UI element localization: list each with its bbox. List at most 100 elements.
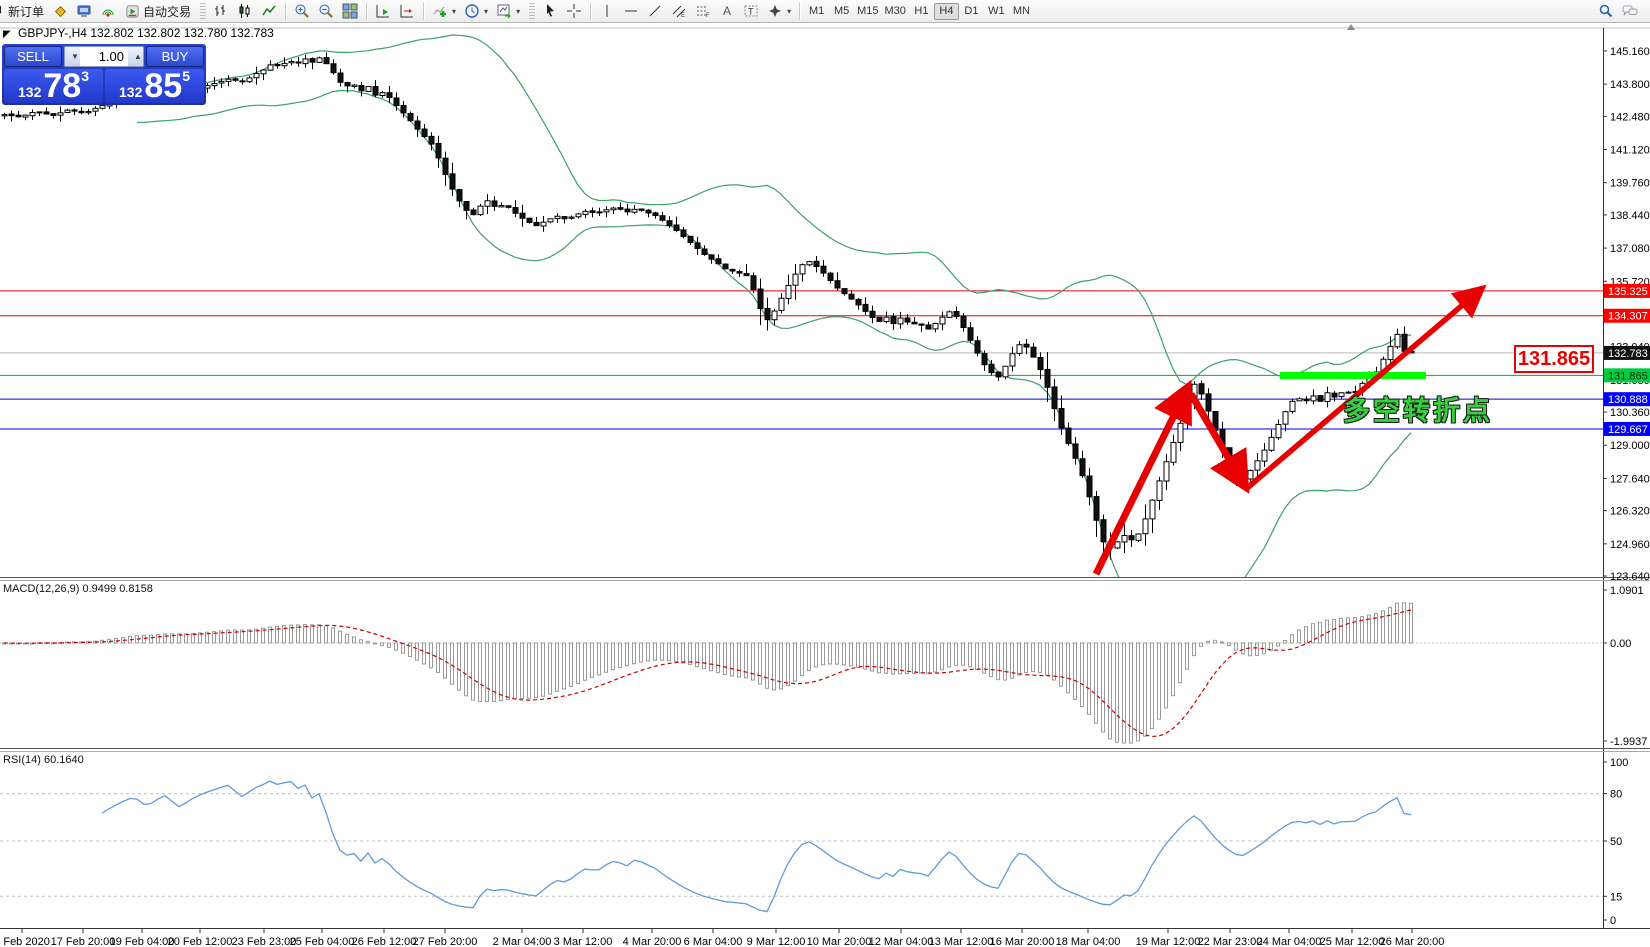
- buy-button[interactable]: BUY: [146, 46, 204, 67]
- svg-text:126.320: 126.320: [1610, 506, 1650, 518]
- chart-line-icon: [261, 3, 277, 19]
- drawing-objects[interactable]: [1092, 284, 1487, 576]
- chart-line-button[interactable]: [257, 2, 281, 20]
- svg-text:F: F: [706, 13, 710, 19]
- channel-icon: E: [671, 3, 687, 19]
- crosshair-button[interactable]: [562, 2, 586, 20]
- ohlc-values: 132.802 132.802 132.780 132.783: [90, 26, 274, 40]
- svg-text:19 Feb 04:00: 19 Feb 04:00: [110, 936, 175, 947]
- metaeditor-button[interactable]: [48, 2, 72, 20]
- periods-icon: [464, 3, 480, 19]
- chart-bars-icon: [213, 3, 229, 19]
- macd-pane: [0, 602, 1603, 744]
- svg-text:9 Mar 12:00: 9 Mar 12:00: [747, 936, 806, 947]
- terminal-button[interactable]: [72, 2, 96, 20]
- tab-d1[interactable]: D1: [959, 3, 984, 20]
- svg-text:131.865: 131.865: [1608, 370, 1648, 382]
- svg-text:127.640: 127.640: [1610, 473, 1650, 485]
- volume-decrement-button[interactable]: ▼: [65, 47, 80, 66]
- channel-button[interactable]: E: [667, 2, 691, 20]
- symbol-timeframe: GBPJPY-,H4: [18, 26, 87, 40]
- trendline-button[interactable]: [643, 2, 667, 20]
- tab-w1[interactable]: W1: [984, 3, 1009, 20]
- volume-increment-button[interactable]: ▲: [128, 47, 143, 66]
- svg-text:4 Feb 2020: 4 Feb 2020: [0, 936, 50, 947]
- autotrading-label: 自动交易: [143, 4, 192, 19]
- svg-text:143.800: 143.800: [1610, 79, 1650, 91]
- svg-text:17 Feb 20:00: 17 Feb 20:00: [51, 936, 116, 947]
- templates-button[interactable]: ▾: [492, 2, 524, 20]
- svg-text:19 Mar 12:00: 19 Mar 12:00: [1136, 936, 1201, 947]
- chevron-down-icon: ▾: [787, 6, 792, 16]
- svg-text:4 Mar 20:00: 4 Mar 20:00: [623, 936, 682, 947]
- chart-bars-button[interactable]: [209, 2, 233, 20]
- svg-text:27 Feb 20:00: 27 Feb 20:00: [413, 936, 478, 947]
- svg-text:0: 0: [1610, 915, 1616, 927]
- volume-input[interactable]: [80, 47, 128, 66]
- terminal-icon: [76, 3, 92, 19]
- text-label-button[interactable]: T: [739, 2, 763, 20]
- search-icon: [1598, 3, 1614, 19]
- chart-shift-icon: [399, 3, 415, 19]
- text-icon: A: [719, 3, 735, 19]
- tab-h1[interactable]: H1: [909, 3, 934, 20]
- svg-text:12 Mar 04:00: 12 Mar 04:00: [869, 936, 934, 947]
- tab-m5[interactable]: M5: [829, 3, 854, 20]
- chart-canvas[interactable]: 145.160 143.800 142.480 141.120 139.760 138.4…: [0, 22, 1650, 947]
- sell-price-button[interactable]: 132 78 3: [4, 69, 103, 103]
- chart-shift-button[interactable]: [395, 2, 419, 20]
- tab-m30[interactable]: M30: [882, 3, 909, 20]
- chart-candles-button[interactable]: [233, 2, 257, 20]
- price-badge-129.667: [1604, 421, 1650, 436]
- tab-mn[interactable]: MN: [1009, 3, 1034, 20]
- cursor-icon: [542, 3, 558, 19]
- horizontal-line-icon: [623, 3, 639, 19]
- metaeditor-icon: [52, 3, 68, 19]
- annotation-price-box[interactable]: 131.865: [1514, 345, 1594, 373]
- indicators-button[interactable]: ▾: [428, 2, 460, 20]
- svg-text:123.640: 123.640: [1610, 571, 1650, 583]
- chart-title: ◤ GBPJPY-,H4 132.802 132.802 132.780 132…: [3, 26, 274, 40]
- tab-m1[interactable]: M1: [804, 3, 829, 20]
- chat-button[interactable]: [1618, 2, 1642, 20]
- chat-icon: [1622, 3, 1638, 19]
- horizontal-line-button[interactable]: [619, 2, 643, 20]
- vertical-line-button[interactable]: [595, 2, 619, 20]
- sell-button[interactable]: SELL: [4, 46, 62, 67]
- autotrading-button[interactable]: 自动交易: [120, 2, 195, 20]
- zoom-in-button[interactable]: [290, 2, 314, 20]
- zoom-out-button[interactable]: [314, 2, 338, 20]
- tab-m15[interactable]: M15: [854, 3, 881, 20]
- sell-price-big: 78: [43, 67, 82, 105]
- svg-text:18 Mar 04:00: 18 Mar 04:00: [1056, 936, 1121, 947]
- sell-price-prefix: 132: [18, 84, 42, 100]
- tile-windows-button[interactable]: [338, 2, 362, 20]
- new-order-button[interactable]: 新订单: [0, 2, 48, 20]
- signals-button[interactable]: [96, 2, 120, 20]
- indicators-icon: [432, 3, 448, 19]
- price-badge-134.307: [1604, 308, 1650, 323]
- svg-text:145.160: 145.160: [1610, 46, 1650, 58]
- svg-text:16 Mar 20:00: 16 Mar 20:00: [990, 936, 1055, 947]
- new-order-label: 新订单: [8, 4, 45, 19]
- search-button[interactable]: [1594, 2, 1618, 20]
- buy-price-button[interactable]: 132 85 5: [105, 69, 204, 103]
- trendline-icon: [647, 3, 663, 19]
- tab-h4[interactable]: H4: [933, 2, 959, 20]
- svg-text:T: T: [748, 7, 754, 17]
- cursor-button[interactable]: [538, 2, 562, 20]
- price-badge-132.783: [1604, 345, 1650, 360]
- svg-text:134.307: 134.307: [1608, 311, 1648, 323]
- text-button[interactable]: A: [715, 2, 739, 20]
- auto-scroll-button[interactable]: [371, 2, 395, 20]
- arrows-button[interactable]: ▾: [763, 2, 795, 20]
- chart-shift-marker-icon[interactable]: [1347, 24, 1355, 30]
- text-label-icon: T: [743, 3, 759, 19]
- annotation-text-turning-point[interactable]: 多空转折点: [1343, 396, 1493, 426]
- fibonacci-button[interactable]: F: [691, 2, 715, 20]
- svg-text:E: E: [681, 13, 685, 19]
- svg-text:0.00: 0.00: [1610, 638, 1631, 650]
- periods-button[interactable]: ▾: [460, 2, 492, 20]
